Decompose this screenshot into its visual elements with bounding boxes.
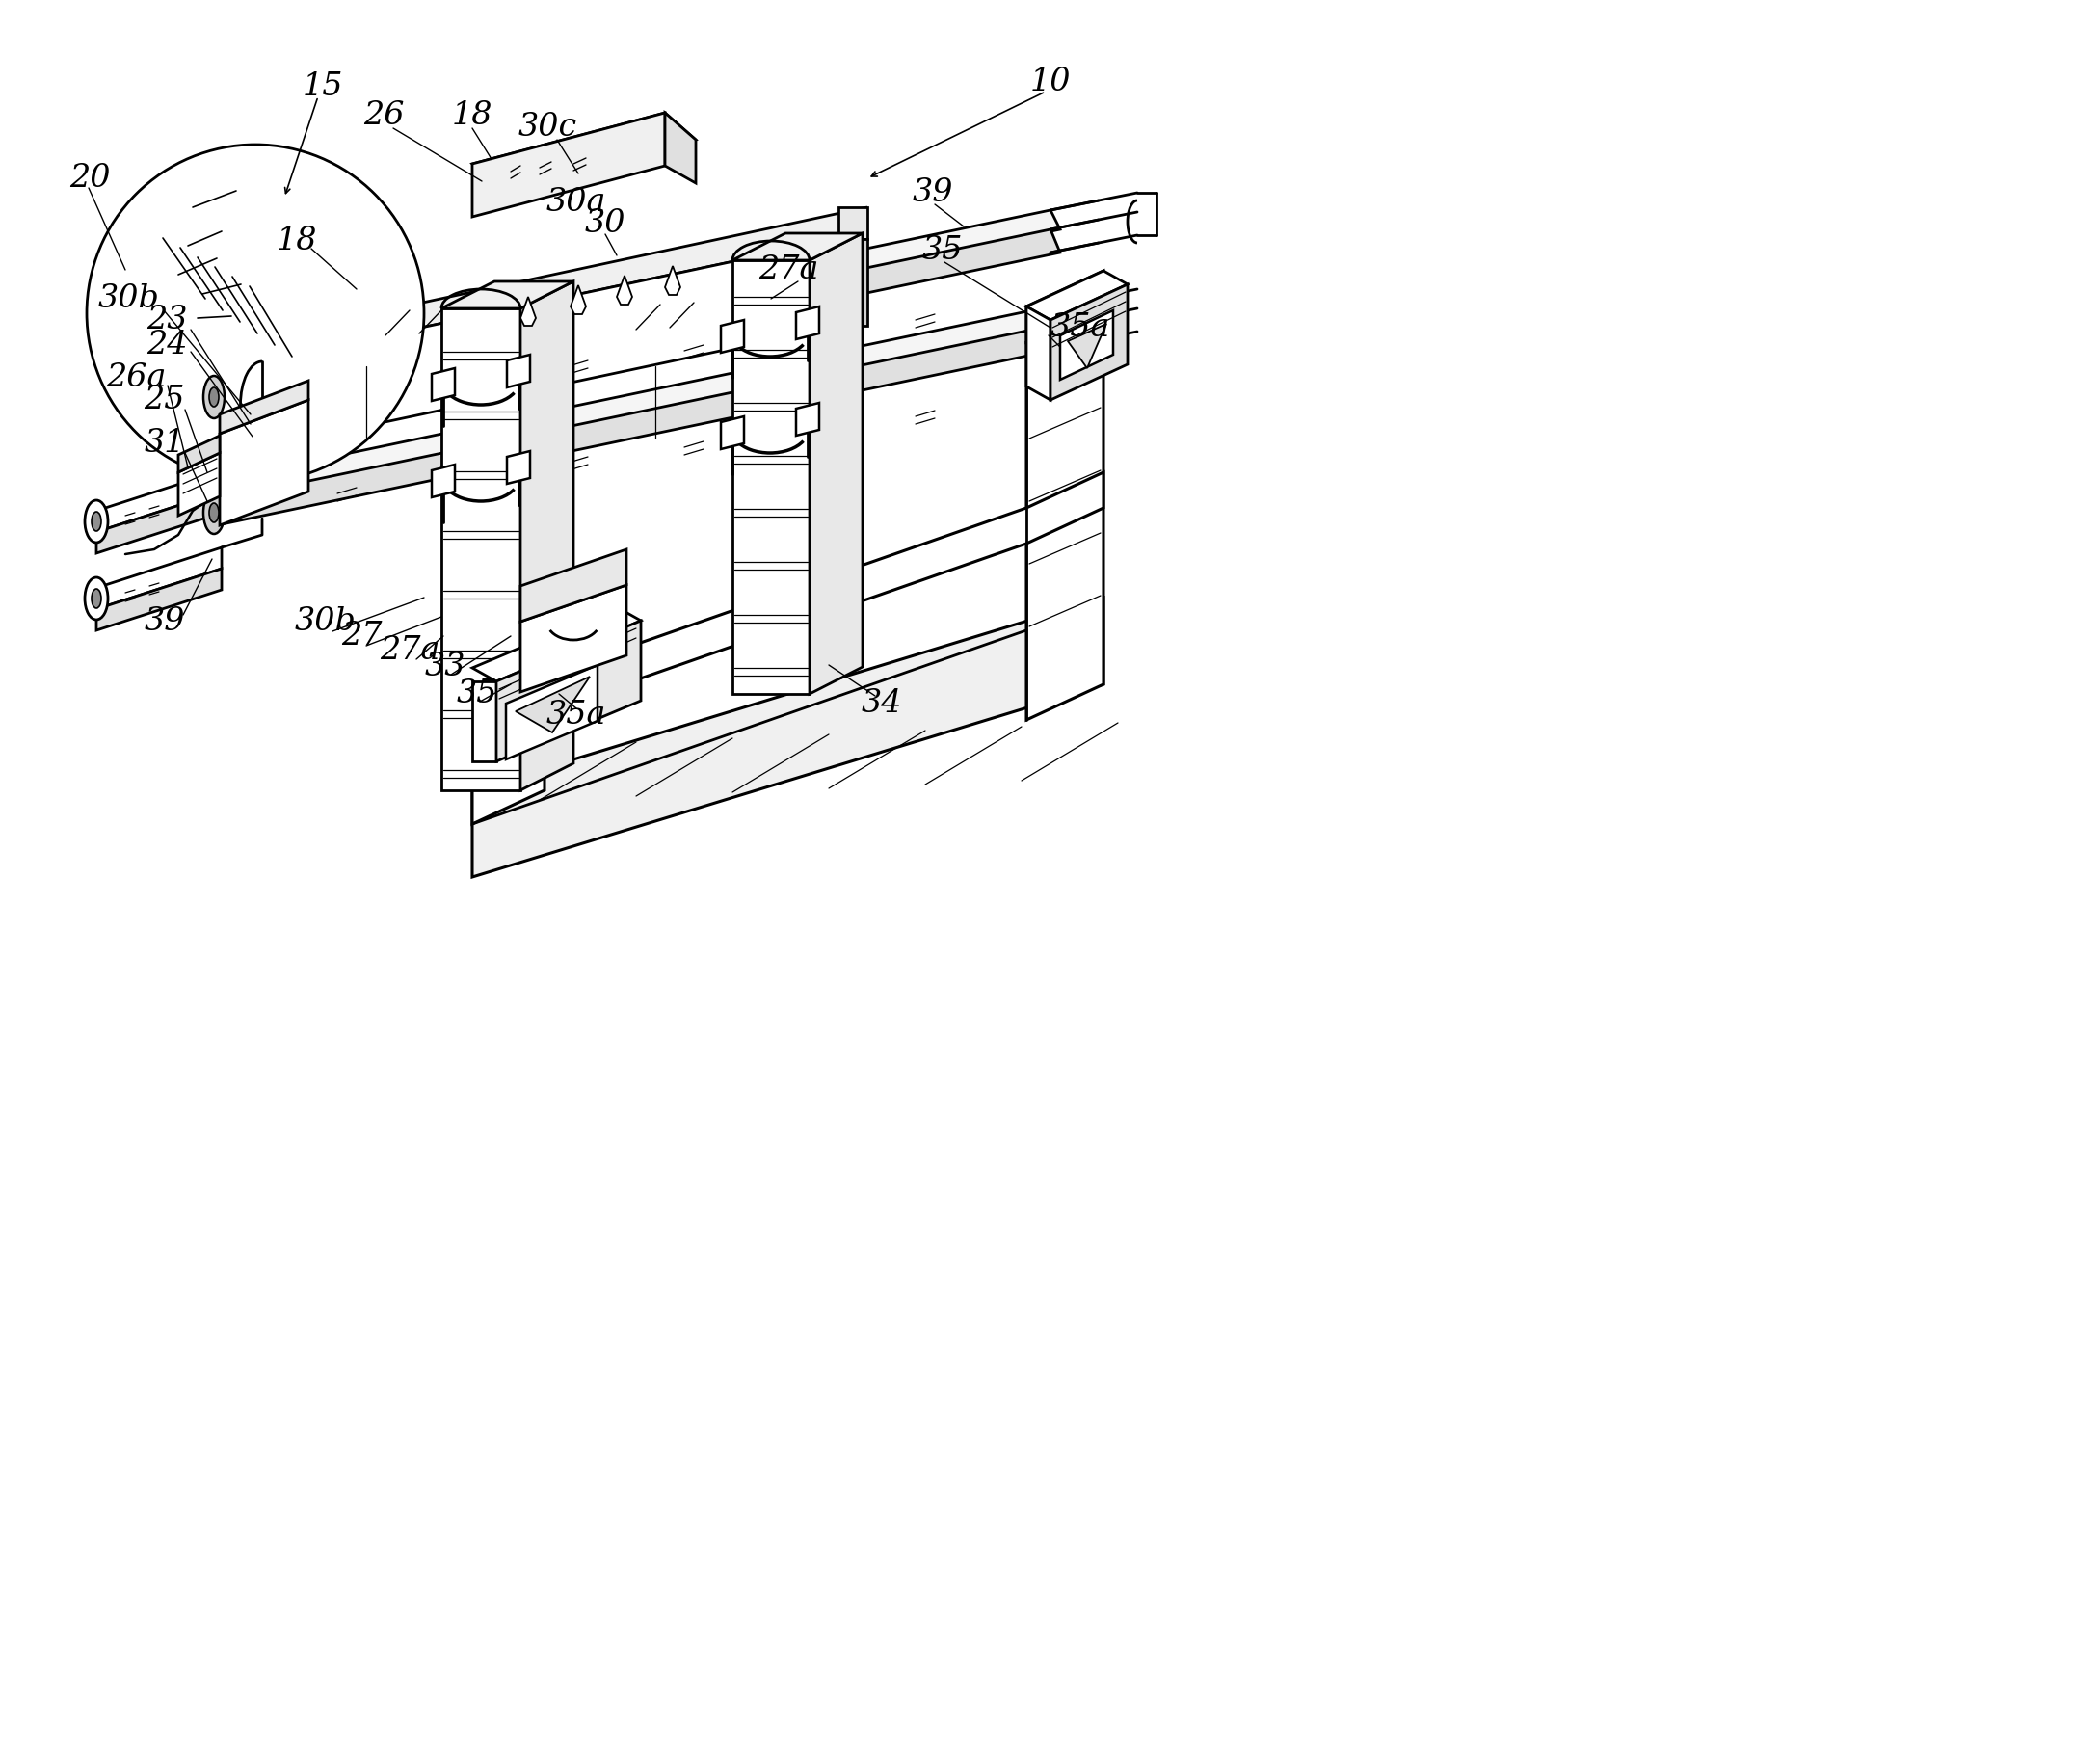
Text: 26: 26: [363, 100, 403, 132]
Polygon shape: [212, 211, 1060, 406]
Polygon shape: [473, 681, 496, 762]
Polygon shape: [617, 276, 632, 304]
Text: 18: 18: [452, 100, 493, 132]
Text: 25: 25: [145, 385, 185, 416]
Polygon shape: [521, 297, 536, 327]
Polygon shape: [808, 234, 863, 694]
Polygon shape: [1027, 307, 1102, 720]
Ellipse shape: [92, 588, 101, 608]
Polygon shape: [733, 260, 809, 694]
Polygon shape: [97, 548, 223, 609]
Ellipse shape: [204, 376, 225, 418]
Polygon shape: [97, 471, 223, 532]
Text: 33: 33: [424, 651, 466, 683]
Text: 30: 30: [584, 209, 626, 239]
Polygon shape: [720, 320, 743, 353]
Polygon shape: [262, 239, 838, 448]
Polygon shape: [506, 355, 529, 388]
Text: 20: 20: [69, 163, 111, 193]
Text: 30c: 30c: [519, 112, 578, 142]
Text: 27a: 27a: [380, 636, 439, 666]
Polygon shape: [473, 472, 1103, 738]
Polygon shape: [178, 453, 220, 516]
Polygon shape: [441, 309, 521, 790]
Text: 34: 34: [861, 688, 903, 718]
Text: 35: 35: [922, 235, 964, 265]
Polygon shape: [506, 666, 598, 759]
Polygon shape: [666, 112, 695, 183]
Ellipse shape: [210, 502, 218, 522]
Polygon shape: [97, 492, 223, 553]
Text: 23: 23: [147, 304, 187, 335]
Polygon shape: [838, 239, 867, 327]
Polygon shape: [220, 381, 309, 434]
Text: 39: 39: [145, 606, 185, 637]
Polygon shape: [838, 207, 867, 239]
Polygon shape: [212, 327, 1060, 525]
Polygon shape: [521, 585, 626, 692]
Polygon shape: [796, 402, 819, 435]
Text: 35: 35: [456, 678, 498, 709]
Ellipse shape: [84, 578, 107, 620]
Polygon shape: [517, 676, 590, 732]
Polygon shape: [220, 400, 309, 525]
Polygon shape: [1027, 270, 1128, 320]
Text: 35a: 35a: [1050, 313, 1111, 342]
Polygon shape: [733, 234, 863, 260]
Polygon shape: [720, 416, 743, 450]
Polygon shape: [473, 112, 666, 216]
Polygon shape: [1060, 311, 1113, 379]
Ellipse shape: [84, 500, 107, 543]
Polygon shape: [97, 569, 223, 630]
Polygon shape: [521, 281, 573, 790]
Ellipse shape: [204, 492, 225, 534]
Polygon shape: [666, 265, 680, 295]
Polygon shape: [473, 608, 640, 681]
Polygon shape: [521, 550, 626, 622]
Text: 10: 10: [1029, 67, 1071, 97]
Polygon shape: [473, 704, 544, 824]
Polygon shape: [796, 307, 819, 339]
Polygon shape: [496, 620, 640, 762]
Text: 18: 18: [277, 225, 317, 256]
Polygon shape: [441, 281, 573, 309]
Polygon shape: [473, 667, 544, 738]
Ellipse shape: [210, 388, 218, 407]
Text: 27: 27: [340, 620, 382, 651]
Polygon shape: [433, 369, 456, 400]
Text: 15: 15: [302, 72, 342, 102]
Polygon shape: [1050, 284, 1128, 400]
Polygon shape: [473, 597, 1103, 876]
Text: 31: 31: [145, 428, 185, 458]
Text: 39: 39: [911, 177, 953, 209]
Polygon shape: [212, 307, 1060, 500]
Polygon shape: [262, 207, 867, 362]
Text: 30a: 30a: [546, 186, 607, 218]
Text: 30b: 30b: [294, 606, 357, 637]
Polygon shape: [178, 435, 220, 472]
Text: 30b: 30b: [97, 283, 160, 314]
Polygon shape: [1027, 307, 1050, 400]
Polygon shape: [212, 230, 1060, 428]
Polygon shape: [1027, 270, 1102, 342]
Polygon shape: [473, 112, 695, 191]
Polygon shape: [1067, 323, 1107, 369]
Polygon shape: [506, 451, 529, 485]
Polygon shape: [433, 465, 456, 497]
Text: 35a: 35a: [546, 699, 607, 730]
Text: 24: 24: [147, 330, 187, 360]
Polygon shape: [571, 284, 586, 314]
Ellipse shape: [92, 511, 101, 530]
Ellipse shape: [86, 144, 424, 481]
Text: 26a: 26a: [105, 362, 166, 393]
Text: 27a: 27a: [758, 255, 819, 284]
